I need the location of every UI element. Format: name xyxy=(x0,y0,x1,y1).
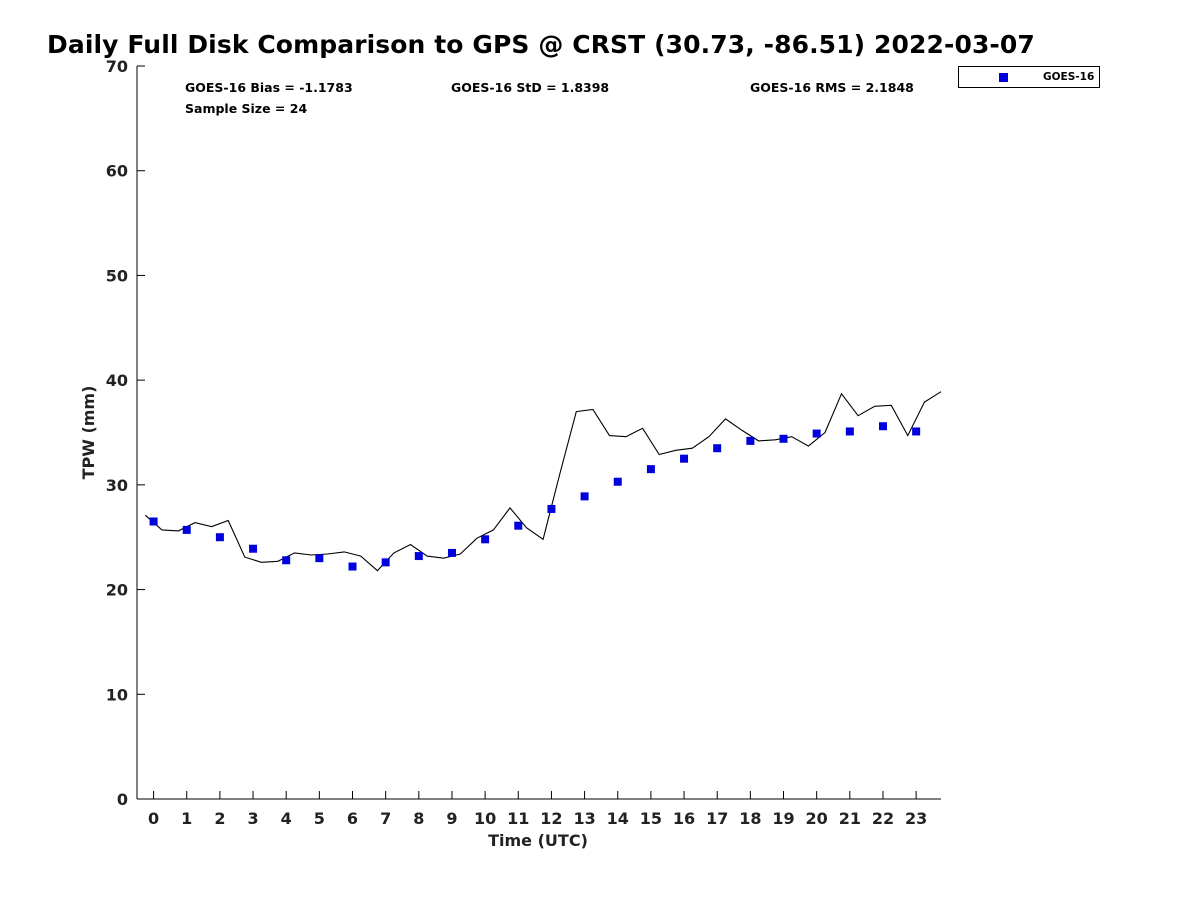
goes16-point xyxy=(182,525,191,534)
x-tick-label: 3 xyxy=(247,809,258,828)
y-axis-label: TPW (mm) xyxy=(79,386,98,480)
legend-marker-goes16 xyxy=(999,73,1008,82)
goes16-point xyxy=(481,535,490,544)
x-tick-label: 4 xyxy=(281,809,292,828)
goes16-point xyxy=(646,465,655,474)
x-tick-label: 10 xyxy=(474,809,496,828)
goes16-point xyxy=(315,554,324,563)
y-tick-label: 40 xyxy=(106,371,128,390)
x-tick-label: 15 xyxy=(640,809,662,828)
goes16-point xyxy=(878,422,887,431)
x-tick-label: 2 xyxy=(214,809,225,828)
y-tick-label: 50 xyxy=(106,266,128,285)
x-axis-label: Time (UTC) xyxy=(488,831,588,850)
y-tick-label: 20 xyxy=(106,581,128,600)
legend: GOES-16 xyxy=(958,66,1100,88)
stat-sample-size: Sample Size = 24 xyxy=(185,101,308,116)
x-tick-label: 21 xyxy=(839,809,861,828)
x-tick-label: 16 xyxy=(673,809,695,828)
gps-series-line xyxy=(144,391,942,572)
goes16-point xyxy=(746,436,755,445)
x-tick-label: 14 xyxy=(607,809,629,828)
goes16-point xyxy=(215,533,224,542)
x-tick-label: 18 xyxy=(739,809,761,828)
goes16-point xyxy=(381,558,390,567)
stat-rms: GOES-16 RMS = 2.1848 xyxy=(750,80,914,95)
goes16-point xyxy=(249,544,258,553)
y-tick-label: 70 xyxy=(106,57,128,76)
goes16-point xyxy=(447,548,456,557)
legend-label-goes16: GOES-16 xyxy=(1043,71,1095,83)
x-tick-label: 0 xyxy=(148,809,159,828)
y-tick-label: 60 xyxy=(106,162,128,181)
goes16-point xyxy=(845,427,854,436)
goes16-point xyxy=(812,429,821,438)
goes16-point xyxy=(547,504,556,513)
x-tick-label: 6 xyxy=(347,809,358,828)
x-tick-label: 20 xyxy=(806,809,828,828)
goes16-point xyxy=(580,492,589,501)
goes16-point xyxy=(912,427,921,436)
goes16-point xyxy=(779,434,788,443)
goes16-point xyxy=(613,477,622,486)
y-tick-label: 10 xyxy=(106,685,128,704)
x-tick-label: 22 xyxy=(872,809,894,828)
x-tick-label: 7 xyxy=(380,809,391,828)
x-tick-label: 9 xyxy=(446,809,457,828)
x-tick-label: 8 xyxy=(413,809,424,828)
x-tick-label: 17 xyxy=(706,809,728,828)
goes16-point xyxy=(348,562,357,571)
x-tick-label: 1 xyxy=(181,809,192,828)
x-tick-label: 12 xyxy=(540,809,562,828)
goes16-point xyxy=(149,517,158,526)
y-tick-label: 30 xyxy=(106,476,128,495)
goes16-point xyxy=(282,556,291,565)
goes16-point xyxy=(680,454,689,463)
goes16-point xyxy=(713,444,722,453)
goes16-point xyxy=(414,552,423,561)
stat-bias: GOES-16 Bias = -1.1783 xyxy=(185,80,353,95)
x-tick-label: 19 xyxy=(772,809,794,828)
chart-title: Daily Full Disk Comparison to GPS @ CRST… xyxy=(47,30,1035,59)
x-tick-label: 5 xyxy=(314,809,325,828)
x-tick-label: 23 xyxy=(905,809,927,828)
y-tick-label: 0 xyxy=(117,790,128,809)
x-tick-label: 13 xyxy=(573,809,595,828)
stat-std: GOES-16 StD = 1.8398 xyxy=(451,80,610,95)
goes16-point xyxy=(514,521,523,530)
x-tick-label: 11 xyxy=(507,809,529,828)
